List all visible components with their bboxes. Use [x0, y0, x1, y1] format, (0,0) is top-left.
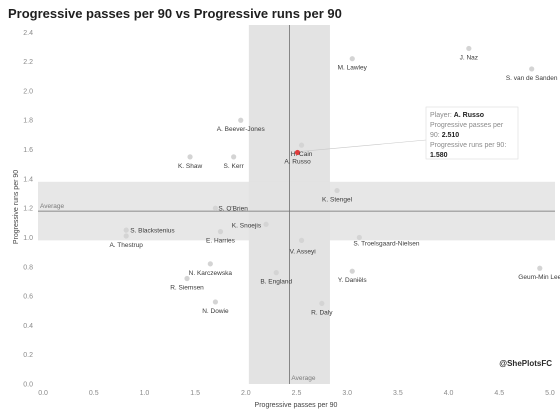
point-label: J. Naz	[460, 54, 478, 61]
point-label: S. van de Sanden	[506, 75, 558, 82]
data-point[interactable]	[212, 299, 219, 305]
data-point[interactable]	[298, 237, 305, 243]
point-label: K. Snoejis	[232, 222, 262, 229]
point-label: M. Lawley	[338, 65, 368, 72]
data-point[interactable]	[319, 300, 325, 307]
data-point[interactable]	[529, 66, 535, 72]
point-label: Geum-Min Lee	[518, 274, 560, 281]
y-tick-label: 1.2	[23, 206, 33, 213]
data-point[interactable]	[537, 265, 543, 271]
x-tick-label: 0.5	[89, 390, 99, 397]
point-label: B. England	[260, 279, 292, 286]
data-points	[123, 45, 543, 307]
point-label: E. Harries	[206, 238, 236, 245]
point-label: R. Siemsen	[170, 284, 204, 291]
point-label: S. Kerr	[224, 163, 245, 170]
x-tick-label: 2.0	[241, 390, 251, 397]
average-lines: Average Average	[38, 25, 555, 384]
y-tick-label: 0.2	[23, 352, 33, 359]
player-tooltip: Player: A. Russo Progressive passes per 90…	[300, 106, 519, 160]
data-point[interactable]	[231, 154, 237, 160]
data-point[interactable]	[298, 142, 305, 148]
data-point[interactable]	[273, 270, 279, 276]
data-point[interactable]	[263, 221, 269, 227]
data-point[interactable]	[217, 229, 224, 235]
data-point[interactable]	[184, 275, 190, 282]
y-tick-label: 0.0	[23, 382, 33, 389]
y-tick-label: 0.6	[23, 294, 33, 301]
tooltip-connector	[300, 139, 427, 152]
highlighted-point[interactable]	[294, 149, 301, 156]
x-tick-label: 4.5	[494, 390, 504, 397]
point-label: S. Blackstenius	[130, 228, 175, 235]
point-label: S. O'Brien	[218, 206, 248, 213]
x-tick-label: 1.5	[190, 390, 200, 397]
tooltip-passes-label: Progressive passes per	[430, 122, 504, 129]
y-tick-label: 1.8	[23, 118, 33, 125]
data-point[interactable]	[123, 233, 129, 239]
point-label: H. Cain	[291, 151, 313, 158]
y-tick-label: 2.0	[23, 88, 33, 95]
data-point[interactable]	[238, 117, 244, 123]
tooltip-player: Player: A. Russo	[430, 112, 484, 119]
x-axis-ticks: 0.0 0.5 1.0 1.5 2.0 2.5 3.0 3.5 4.0 4.5 5.0	[38, 390, 555, 397]
point-label: N. Dowie	[202, 308, 229, 315]
point-label: R. Daly	[311, 309, 333, 316]
y-axis-title: Progressive runs per 90	[13, 170, 20, 244]
tooltip-runs-value: 1.580	[430, 152, 448, 159]
tooltip-runs-label: Progressive runs per 90:	[430, 142, 506, 149]
y-tick-label: 0.4	[23, 323, 33, 330]
x-tick-label: 5.0	[545, 390, 555, 397]
point-label: K. Stengel	[322, 197, 353, 204]
watermark: @ShePlotsFC	[499, 359, 552, 368]
x-tick-label: 2.5	[292, 390, 302, 397]
x-tick-label: 0.0	[38, 390, 48, 397]
y-tick-label: 2.2	[23, 59, 33, 66]
data-point[interactable]	[356, 234, 362, 241]
data-point[interactable]	[212, 205, 219, 211]
y-axis-ticks: 0.0 0.2 0.4 0.6 0.8 1.0 1.2 1.4 1.6 1.8 2.0 2.2 2.4	[23, 30, 33, 389]
x-tick-label: 1.0	[140, 390, 150, 397]
point-label: A. Beever-Jones	[217, 126, 266, 133]
x-axis-title: Progressive passes per 90	[255, 402, 338, 409]
data-point[interactable]	[349, 268, 355, 274]
data-point[interactable]	[349, 56, 355, 62]
x-tick-label: 3.5	[393, 390, 403, 397]
point-label: K. Shaw	[178, 163, 203, 170]
y-tick-label: 0.8	[23, 264, 33, 271]
x-tick-label: 3.0	[342, 390, 352, 397]
point-label: A. Russo	[284, 158, 311, 165]
y-tick-label: 1.4	[23, 176, 33, 183]
data-point[interactable]	[123, 227, 129, 233]
point-label: V. Asseyi	[290, 248, 316, 255]
point-label: S. Troelsgaard-Nielsen	[353, 240, 419, 247]
y-tick-label: 2.4	[23, 30, 33, 37]
point-label: N. Karczewska	[189, 270, 233, 277]
point-labels: J. Naz M. Lawley S. van de Sanden A. Beever…	[109, 54, 560, 316]
data-point[interactable]	[207, 261, 213, 267]
average-bands	[38, 25, 555, 384]
data-point[interactable]	[187, 154, 193, 160]
x-tick-label: 4.0	[444, 390, 454, 397]
data-point[interactable]	[334, 187, 340, 194]
y-tick-label: 1.6	[23, 147, 33, 154]
point-label: A. Thestrup	[109, 242, 143, 249]
tooltip-passes-value: 90: 2.510	[430, 132, 459, 139]
tooltip-box	[425, 106, 519, 160]
point-label: Y. Daniëls	[338, 277, 368, 284]
data-point[interactable]	[466, 45, 472, 52]
y-average-label: Average	[40, 203, 64, 210]
chart-title: Progressive passes per 90 vs Progressive…	[8, 6, 342, 21]
y-tick-label: 1.0	[23, 235, 33, 242]
x-average-label: Average	[291, 375, 315, 382]
